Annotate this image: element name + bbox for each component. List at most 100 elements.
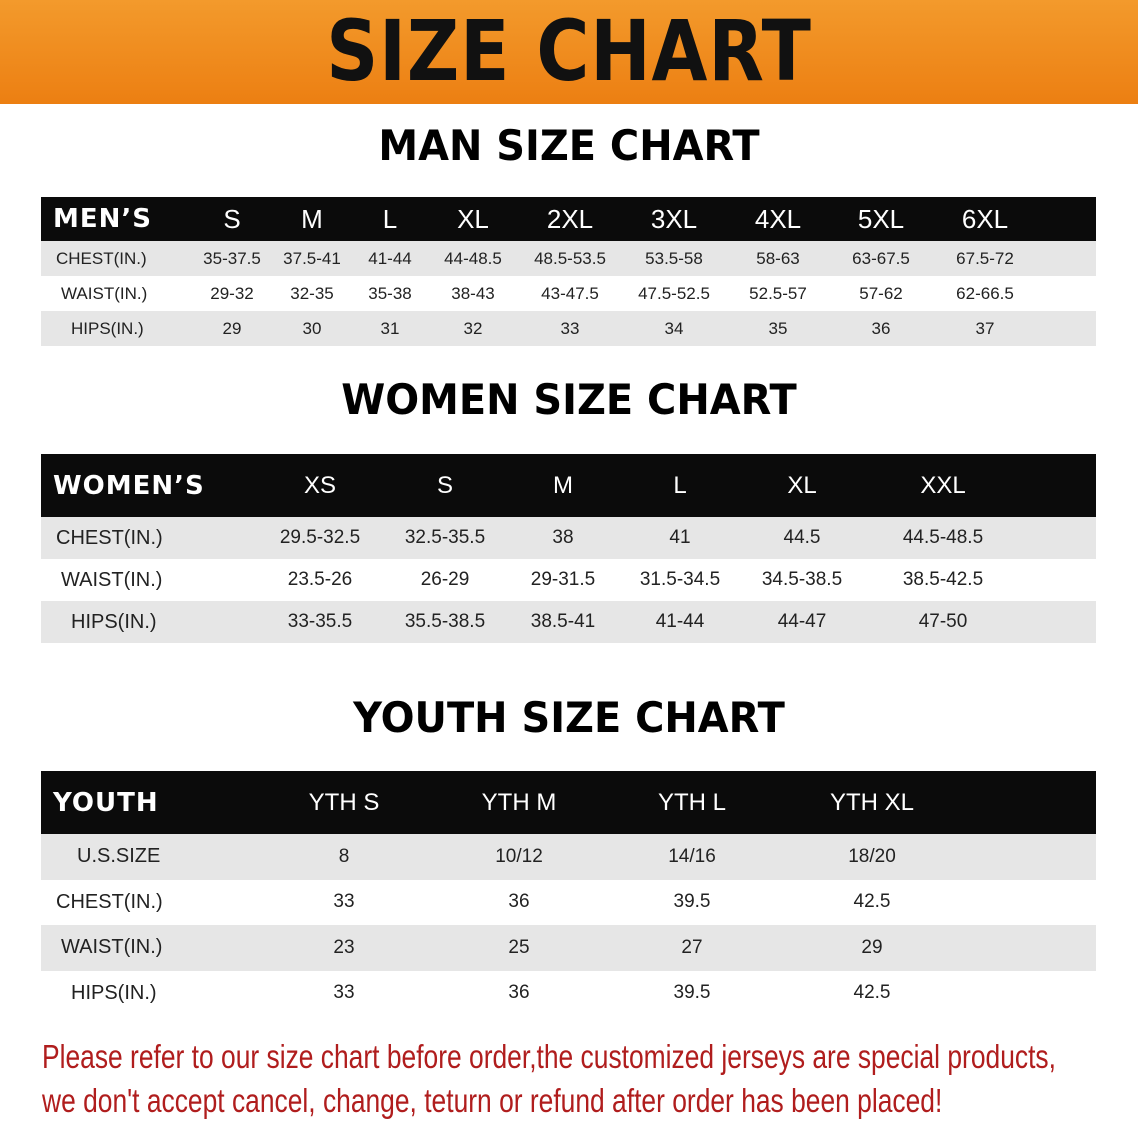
size-header: 6XL	[961, 203, 1009, 234]
size-header: XS	[303, 471, 337, 499]
table-cell: 41-44	[368, 248, 412, 268]
table-cell: 33	[560, 318, 580, 338]
size-header: M	[301, 203, 323, 234]
table-cell: 36	[871, 318, 891, 338]
table-cell: 53.5-58	[645, 248, 703, 268]
size-header: YTH XL	[829, 788, 915, 816]
table-cell: 36	[508, 982, 530, 1004]
table-row: CHEST(IN.) 35-37.5 37.5-41 41-44 44-48.5 48.5…	[41, 241, 1096, 276]
table-cell: 43-47.5	[541, 283, 599, 303]
table-row: HIPS(IN.) 33 36 39.5 42.5	[41, 970, 1096, 1016]
table-cell: 38	[552, 527, 574, 548]
row-label: HIPS(IN.)	[71, 610, 157, 633]
table-cell: 35-37.5	[203, 248, 261, 268]
table-cell: 52.5-57	[749, 283, 807, 303]
table-row: WAIST(IN.) 29-32 32-35 35-38 38-43 43-47.5 47.…	[41, 276, 1096, 311]
table-cell: 38.5-41	[530, 611, 596, 632]
table-cell: 29-32	[210, 283, 254, 303]
women-heading: WOMEN SIZE CHART	[341, 375, 797, 424]
table-cell: 32.5-35.5	[404, 527, 486, 548]
table-cell: 23	[333, 936, 355, 958]
size-header: L	[382, 203, 398, 234]
table-cell: 33	[333, 982, 355, 1004]
size-header: S	[223, 203, 241, 234]
table-cell: 44.5	[783, 527, 821, 548]
row-label: U.S.SIZE	[77, 845, 161, 868]
table-cell: 37.5-41	[283, 248, 341, 268]
size-header: XL	[457, 203, 489, 234]
header-label: YOUTH	[53, 787, 159, 818]
table-header-row: MEN’S S M L XL 2XL 3XL 4XL 5XL 6XL	[41, 197, 1096, 241]
size-header: 2XL	[546, 203, 594, 234]
women-size-table: WOMEN’S XS S M L XL XXL CHEST(IN.) 29.5-32.5 32.5…	[41, 454, 1096, 643]
table-cell: 47-50	[918, 611, 968, 632]
banner-title: SIZE CHART	[326, 2, 812, 100]
table-cell: 35-38	[368, 283, 412, 303]
table-row: CHEST(IN.) 29.5-32.5 32.5-35.5 38 41 44.5 44.5…	[41, 517, 1096, 559]
table-cell: 58-63	[756, 248, 800, 268]
table-cell: 10/12	[495, 845, 543, 867]
table-cell: 35	[768, 318, 788, 338]
table-cell: 33	[333, 891, 355, 913]
table-cell: 26-29	[420, 569, 470, 590]
table-cell: 18/20	[848, 845, 896, 867]
table-cell: 48.5-53.5	[534, 248, 606, 268]
table-cell: 39.5	[673, 982, 711, 1004]
row-label: CHEST(IN.)	[56, 526, 163, 549]
table-cell: 42.5	[853, 982, 891, 1004]
row-label: WAIST(IN.)	[61, 568, 163, 591]
table-cell: 44-47	[777, 611, 827, 632]
header-label: MEN’S	[53, 204, 152, 234]
row-label: HIPS(IN.)	[71, 981, 157, 1004]
men-heading: MAN SIZE CHART	[378, 121, 760, 170]
size-header: S	[436, 471, 454, 499]
size-header: YTH L	[657, 788, 727, 816]
table-cell: 33-35.5	[287, 611, 353, 632]
table-cell: 8	[338, 845, 350, 867]
table-cell: 23.5-26	[287, 569, 353, 590]
table-cell: 32	[463, 318, 483, 338]
youth-heading: YOUTH SIZE CHART	[353, 693, 785, 742]
table-cell: 38-43	[451, 283, 495, 303]
table-cell: 34.5-38.5	[761, 569, 843, 590]
table-header-row: YOUTH YTH S YTH M YTH L YTH XL	[41, 771, 1096, 834]
table-cell: 47.5-52.5	[638, 283, 710, 303]
notice-line-1: Please refer to our size chart before or…	[42, 1038, 1056, 1075]
table-cell: 67.5-72	[956, 248, 1014, 268]
row-label: HIPS(IN.)	[71, 318, 144, 338]
table-cell: 38.5-42.5	[902, 569, 984, 590]
table-cell: 34	[664, 318, 684, 338]
row-label: WAIST(IN.)	[61, 283, 148, 303]
header-label: WOMEN’S	[53, 470, 205, 501]
size-header: XXL	[920, 471, 966, 499]
size-header: 4XL	[754, 203, 802, 234]
table-cell: 44-48.5	[444, 248, 502, 268]
size-header: L	[673, 471, 687, 499]
table-cell: 32-35	[290, 283, 334, 303]
table-row: WAIST(IN.) 23 25 27 29	[41, 925, 1096, 971]
table-cell: 42.5	[853, 891, 891, 913]
banner: SIZE CHART	[0, 0, 1138, 104]
table-cell: 14/16	[668, 845, 716, 867]
table-cell: 31	[380, 318, 400, 338]
size-header: YTH S	[308, 788, 380, 816]
table-cell: 36	[508, 891, 530, 913]
men-size-table: MEN’S S M L XL 2XL 3XL 4XL 5XL 6XL CHEST(IN.) 35-37…	[41, 197, 1096, 346]
table-row: U.S.SIZE 8 10/12 14/16 18/20	[41, 834, 1096, 880]
table-cell: 29.5-32.5	[279, 527, 361, 548]
row-label: CHEST(IN.)	[56, 890, 163, 913]
table-cell: 44.5-48.5	[902, 527, 984, 548]
table-cell: 37	[975, 318, 995, 338]
table-header-row: WOMEN’S XS S M L XL XXL	[41, 454, 1096, 517]
table-row: HIPS(IN.) 33-35.5 35.5-38.5 38.5-41 41-44 44-…	[41, 601, 1096, 643]
table-cell: 29	[861, 936, 883, 958]
table-cell: 31.5-34.5	[639, 569, 721, 590]
table-cell: 27	[681, 936, 703, 958]
table-cell: 39.5	[673, 891, 711, 913]
table-cell: 57-62	[859, 283, 903, 303]
table-cell: 30	[302, 318, 322, 338]
table-cell: 29-31.5	[530, 569, 596, 590]
table-cell: 63-67.5	[852, 248, 910, 268]
table-cell: 35.5-38.5	[404, 611, 486, 632]
size-header: YTH M	[481, 788, 557, 816]
